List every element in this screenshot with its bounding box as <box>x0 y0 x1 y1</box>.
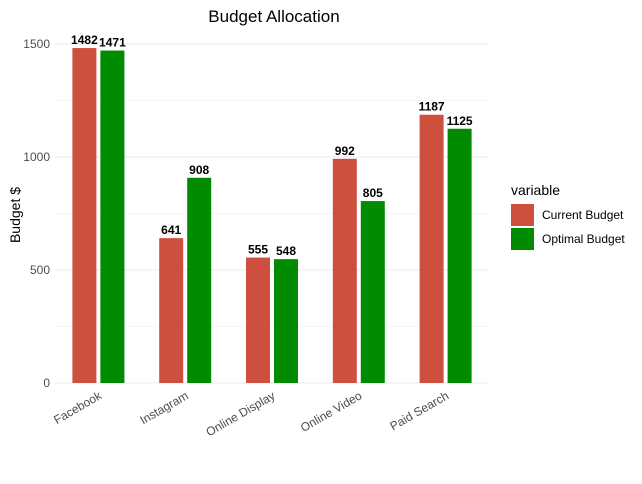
legend-label: Optimal Budget <box>542 232 625 246</box>
legend-swatch <box>511 228 534 250</box>
bar-value-label: 992 <box>335 144 355 158</box>
bar-value-label: 1125 <box>447 114 473 128</box>
bar-optimal-budget <box>187 177 212 383</box>
chart-title: Budget Allocation <box>208 7 339 26</box>
bar-current-budget <box>332 158 357 383</box>
bar-current-budget <box>246 257 270 383</box>
bar-value-label: 1482 <box>71 33 98 47</box>
y-tick-label: 1000 <box>23 150 50 164</box>
bar-value-label: 555 <box>248 243 268 257</box>
bar-series <box>72 48 472 384</box>
bar-value-label: 548 <box>276 244 296 258</box>
bar-value-label: 641 <box>161 223 181 237</box>
grid-lines <box>55 43 489 384</box>
bar-value-label: 1471 <box>99 36 126 50</box>
y-tick-label: 0 <box>43 376 50 390</box>
bar-current-budget <box>72 48 97 384</box>
bar-optimal-budget <box>100 50 125 383</box>
y-tick-label: 500 <box>30 263 50 277</box>
bar-optimal-budget <box>360 201 385 383</box>
x-tick-label: Facebook <box>51 388 105 427</box>
bar-value-label: 908 <box>189 163 209 177</box>
x-tick-label: Online Display <box>203 388 277 439</box>
legend-label: Current Budget <box>542 208 624 222</box>
legend-swatch <box>511 204 534 226</box>
bar-optimal-budget <box>274 259 298 383</box>
x-axis-ticks: Facebook Instagram Online Display Online Vi… <box>51 388 451 439</box>
legend-title: variable <box>511 182 560 198</box>
y-axis-title: Budget $ <box>7 187 23 243</box>
y-tick-label: 1500 <box>23 37 50 51</box>
bar-current-budget <box>419 114 444 383</box>
bar-value-label: 1187 <box>419 100 445 114</box>
legend: variable Current Budget Optimal Budget <box>511 182 625 250</box>
y-axis-ticks: 0 500 1000 1500 <box>23 37 50 390</box>
x-tick-label: Instagram <box>137 388 190 427</box>
x-tick-label: Paid Search <box>387 388 451 433</box>
bar-optimal-budget <box>447 128 472 383</box>
x-tick-label: Online Video <box>298 388 365 435</box>
bar-current-budget <box>159 238 184 383</box>
bar-value-label: 805 <box>363 186 383 200</box>
